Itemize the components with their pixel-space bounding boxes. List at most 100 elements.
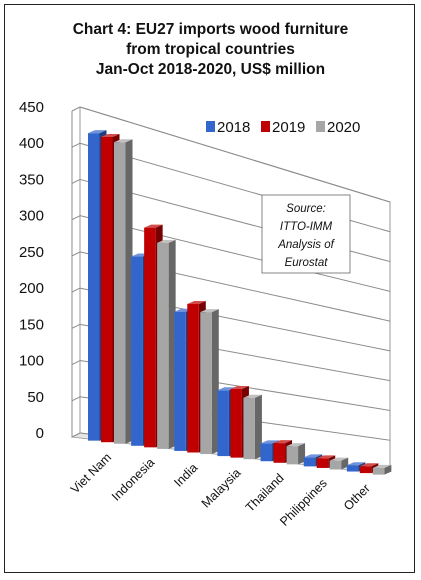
y-tick-label: 0 [36,425,44,442]
bar-front [303,457,316,467]
gridline-tick [71,287,81,293]
x-tick-label: Malaysia [199,466,244,511]
bar-top [329,457,349,461]
bar-top [88,130,107,134]
bar-front [260,443,273,462]
gridline-tick [71,106,81,112]
bar-front [157,242,169,449]
y-tick-label: 200 [19,280,44,297]
chart-title-line-3: Jan-Oct 2018-2020, US$ million [95,61,326,78]
bar-side [168,239,176,449]
gridline-tick [71,360,81,366]
bar [329,457,349,470]
legend: 2018 2019 2020 [206,119,360,136]
y-tick-label: 300 [19,208,44,225]
bar-top [372,464,392,468]
source-line: Eurostat [285,257,329,269]
bar-front [286,446,299,465]
y-tick-label: 50 [27,389,44,406]
y-axis: 0 50 100 150 200 250 300 350 400 450 [19,99,73,442]
bar-top [316,455,336,459]
bar-top [230,386,249,390]
bar-top [243,394,262,398]
y-tick-label: 400 [19,135,44,152]
y-tick-label: 450 [19,99,44,116]
bar-side [298,443,306,465]
bar [286,443,306,465]
bar-front [114,142,126,444]
x-tick-label: Viet Nam [68,450,114,496]
source-line: Analysis of [277,239,335,251]
gridline-tick [71,142,81,148]
legend-label: 2020 [327,119,360,136]
bar-front [243,397,255,460]
y-tick-label: 150 [19,316,44,333]
gridline-tick [71,323,81,329]
bars [88,130,392,475]
bar-front [88,133,100,441]
bar-front [174,311,186,451]
bar-side [211,309,219,455]
bar-front [230,389,242,458]
legend-label: 2019 [272,119,305,136]
bar-top [187,300,206,304]
source-line: ITTO-IMM [280,221,333,233]
bar [200,309,219,455]
bar-front [200,312,212,455]
bar [243,394,262,460]
source-line: Source: [286,203,326,215]
bar-front [187,303,199,453]
bar-side [384,464,392,475]
gridline [79,106,391,203]
bar-side [254,394,262,460]
y-tick-label: 250 [19,244,44,261]
legend-label: 2018 [217,119,250,136]
x-tick-label: Other [341,481,373,513]
bar-front [144,227,156,448]
x-tick-label: Philippines [277,476,330,529]
gridline-tick [71,251,81,257]
gridline-tick [71,432,81,438]
bar-front [359,466,372,474]
bar [372,464,392,475]
bar [114,139,133,444]
bar-top [286,443,306,447]
bar-front [372,467,385,475]
bar-top [200,309,219,313]
legend-swatch [316,121,325,132]
chart-title-line-2: from tropical countries [126,41,295,58]
x-tick-label: Thailand [243,471,287,515]
bar-front [101,136,113,443]
bar-top [101,133,120,137]
y-tick-label: 100 [19,353,44,370]
bar-front [316,458,329,468]
bar-front [329,460,342,470]
gridline-tick [71,396,81,402]
bar-front [346,465,359,472]
chart-title: Chart 4: EU27 imports wood furniture fro… [0,20,421,80]
gridline-tick [71,178,81,184]
bar-front [131,256,143,446]
bar-top [359,463,379,467]
legend-swatch [206,121,215,132]
bar [157,239,176,449]
bar-side [125,139,133,444]
chart-title-line-1: Chart 4: EU27 imports wood furniture [72,21,349,38]
source-annotation: Source: ITTO-IMM Analysis of Eurostat [261,194,351,274]
bar-top [303,454,323,458]
bar-top [144,224,163,228]
bar-top [260,440,280,444]
bar-side [341,457,349,470]
x-tick-label: Indonesia [109,455,157,503]
bar-top [217,387,236,391]
legend-swatch [261,121,270,132]
bar-top [273,440,293,444]
source-box [261,194,351,274]
bar-front [273,443,286,463]
gridline-tick [71,215,81,221]
x-tick-label: India [171,461,200,490]
bar-front [217,390,229,457]
bar-top [114,139,133,143]
bar-top [157,239,176,243]
